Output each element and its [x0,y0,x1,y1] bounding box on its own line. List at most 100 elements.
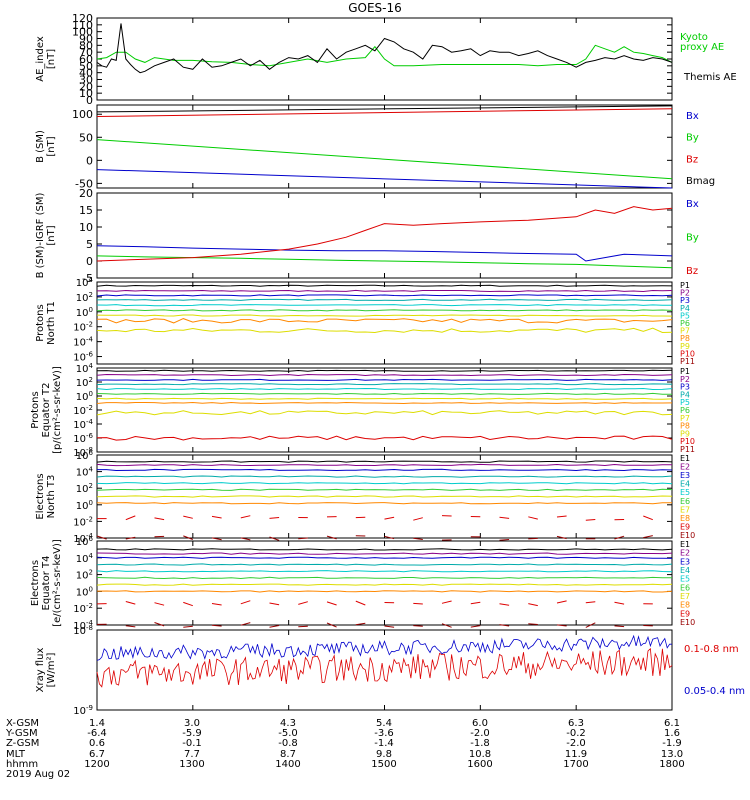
channel-e2 [96,552,673,555]
channel-p2 [96,373,673,377]
channel-e9 [211,603,222,606]
legend-e3: E3 [680,557,690,566]
orbit-cell: 5.4 [376,718,392,729]
series-line-kyoto-proxy-ae [96,44,673,67]
legend-p10: P10 [680,437,695,446]
legend-bmag: Bmag [686,176,715,187]
channel-e10 [183,625,193,628]
channel-e9 [499,516,510,519]
series-line-bz [96,108,673,117]
channel-p5 [96,387,673,391]
channel-e10 [413,537,423,540]
orbit-cell: -5.9 [182,728,202,739]
channel-e8 [96,502,673,505]
y-axis-label: [nT] [46,225,57,245]
orbit-cell: 6.7 [89,749,105,760]
orbit-cell: 7.7 [184,749,200,760]
legend-xray-short: 0.05-0.4 nm [684,686,745,697]
channel-e7 [96,583,673,586]
orbit-cell: 0.6 [89,738,105,749]
y-tick-label: -50 [75,177,93,190]
legend-p10: P10 [680,349,695,358]
y-tick-label: 10-8 [73,446,93,459]
legend-by: By [686,233,699,244]
y-axis-label: Electrons [30,560,41,606]
y-axis-label: Protons [35,304,46,341]
orbit-cell: -0.8 [278,738,298,749]
channel-e10 [125,536,136,540]
y-axis-label: Equator T2 [41,383,52,438]
channel-e3 [96,556,673,559]
xray-series-0 [96,647,673,688]
y-axis-label: Electrons [35,473,46,519]
legend-e2: E2 [680,549,690,558]
channel-e9 [556,515,567,518]
orbit-cell: -0.1 [182,738,202,749]
channel-e9 [326,601,337,606]
y-tick-label: -5 [82,272,93,285]
channel-p7 [96,397,673,400]
channel-e9 [154,602,165,606]
legend-e4: E4 [680,480,690,489]
y-tick-label: 10-8 [73,624,93,637]
channel-e9 [643,515,653,521]
channel-e10 [240,622,251,626]
legend-p8: P8 [680,422,690,431]
y-tick-label: 40 [79,67,93,80]
series-line-bx [96,245,673,262]
channel-e10 [298,625,308,628]
channel-e10 [384,625,395,628]
y-tick-label: 100 [76,585,93,598]
y-tick-label: 104 [76,552,94,565]
legend-p4: P4 [680,304,690,313]
y-tick-label: 100 [72,108,93,121]
channel-p3 [96,378,673,381]
legend-by: By [686,133,699,144]
legend-p2: P2 [680,289,690,298]
orbit-row-label: Z-GSM [6,738,39,749]
y-tick-label: 20 [79,80,93,93]
orbit-cell: 6.1 [664,718,680,729]
channel-e9 [528,516,538,520]
legend-bx: Bx [686,111,699,122]
y-tick-label: 50 [79,131,93,144]
y-tick-label: 102 [76,291,93,304]
channel-e9 [528,603,538,607]
legend-e6: E6 [680,583,690,592]
legend-p1: P1 [680,281,690,290]
legend-p9: P9 [680,342,690,351]
legend-e3: E3 [680,471,690,480]
legend-e8: E8 [680,514,690,523]
legend-e2: E2 [680,463,690,472]
y-tick-label: 10-4 [73,532,93,545]
channel-e1 [96,460,673,463]
y-tick-label: 10-6 [73,351,93,364]
legend-bz: Bz [686,266,698,277]
channel-e10 [585,622,596,628]
series-line-bx [96,169,673,189]
channel-e9 [211,515,222,519]
channel-e9 [413,602,423,605]
orbit-cell: 1400 [275,759,300,770]
y-tick-label: 120 [72,12,93,25]
legend-p4: P4 [680,390,690,399]
xray-series-1 [96,634,673,661]
y-tick-label: 106 [76,449,94,462]
series-line-bmag [96,105,673,113]
channel-e10 [240,537,251,541]
orbit-table: X-GSM 1.4 3.0 4.3 5.4 6.0 6.3 6.1Y-GSM -6.4 -5.9-… [5,718,685,780]
legend-e5: E5 [680,488,690,497]
orbit-cell: 3.0 [184,718,200,729]
channel-e7 [96,495,673,498]
channel-e9 [441,600,452,604]
orbit-cell: 8.7 [280,749,296,760]
channel-e6 [96,488,673,492]
panel-xray: 10-8 10-9 Xray flux [W/m²] 0.1-0.8 nm 0.05-0.… [35,624,745,717]
channel-e10 [125,625,136,628]
channel-p4 [96,298,673,301]
y-axis-label: [W/m²] [46,652,57,687]
channel-e6 [96,576,672,580]
orbit-cell: 1600 [467,759,492,770]
legend-e1: E1 [680,540,690,549]
channel-e9 [614,601,625,605]
